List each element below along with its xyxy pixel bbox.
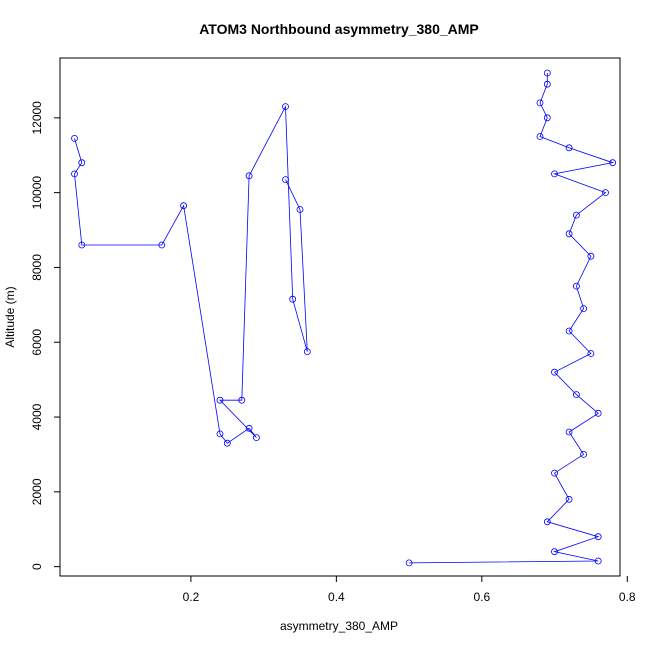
data-point xyxy=(551,548,558,556)
data-point xyxy=(282,103,289,110)
data-point xyxy=(543,80,551,88)
data-point xyxy=(551,368,558,376)
data-point xyxy=(609,159,617,167)
data-point xyxy=(565,230,573,238)
data-point xyxy=(543,114,551,122)
y-tick-label: 0 xyxy=(30,563,44,570)
data-point xyxy=(551,170,558,178)
x-tick-label: 0.4 xyxy=(328,590,345,604)
chart-title: ATOM3 Northbound asymmetry_380_AMP xyxy=(199,21,479,37)
series-line-0 xyxy=(409,73,615,564)
data-point xyxy=(587,252,595,260)
data-point xyxy=(78,159,86,167)
x-axis-label: asymmetry_380_AMP xyxy=(280,619,398,633)
x-tick-label: 0.8 xyxy=(619,590,636,604)
data-point xyxy=(587,350,595,357)
data-point xyxy=(158,241,166,249)
data-point xyxy=(543,518,551,526)
data-point xyxy=(245,424,253,432)
data-point xyxy=(602,189,609,197)
data-point xyxy=(289,295,297,303)
data-point xyxy=(573,282,580,290)
data-point xyxy=(536,133,544,140)
data-point xyxy=(594,409,602,417)
axes-layer: 0.2 0.4 0.6 0.8 0 2000 4000 6000 8000 10000 12000 xyxy=(30,101,636,604)
data-point xyxy=(245,172,253,180)
y-tick-label: 4000 xyxy=(30,403,44,430)
data-point xyxy=(580,450,587,458)
data-point xyxy=(238,396,246,404)
data-point xyxy=(180,202,188,210)
data-point xyxy=(573,211,580,219)
data-point xyxy=(536,99,544,107)
data-point xyxy=(594,533,602,541)
y-tick-label: 6000 xyxy=(30,329,44,356)
data-point xyxy=(405,559,413,567)
data-point xyxy=(303,348,311,356)
x-tick-label: 0.2 xyxy=(183,590,200,604)
data-point xyxy=(216,396,224,404)
data-layer xyxy=(71,69,617,567)
data-point xyxy=(78,241,86,249)
y-tick-label: 2000 xyxy=(30,478,44,505)
data-point xyxy=(565,428,573,436)
data-point xyxy=(543,69,551,77)
plot-frame xyxy=(59,57,621,577)
data-point xyxy=(565,327,573,335)
x-tick-label: 0.6 xyxy=(473,590,490,604)
y-tick-label: 8000 xyxy=(30,254,44,281)
data-point xyxy=(282,176,289,184)
data-point xyxy=(252,434,260,442)
series-line-1 xyxy=(74,105,308,444)
data-point xyxy=(223,439,231,447)
data-point xyxy=(71,170,78,178)
y-tick-label: 10000 xyxy=(30,176,44,210)
data-point xyxy=(551,469,558,477)
y-axis-label: Altitude (m) xyxy=(3,286,17,347)
data-point xyxy=(71,134,78,142)
data-point xyxy=(216,430,224,438)
data-point xyxy=(573,391,580,399)
data-point xyxy=(594,557,602,565)
data-point xyxy=(565,144,573,152)
data-point xyxy=(565,495,573,503)
data-point xyxy=(580,305,587,313)
data-point xyxy=(296,206,304,213)
y-tick-label: 12000 xyxy=(30,101,44,135)
